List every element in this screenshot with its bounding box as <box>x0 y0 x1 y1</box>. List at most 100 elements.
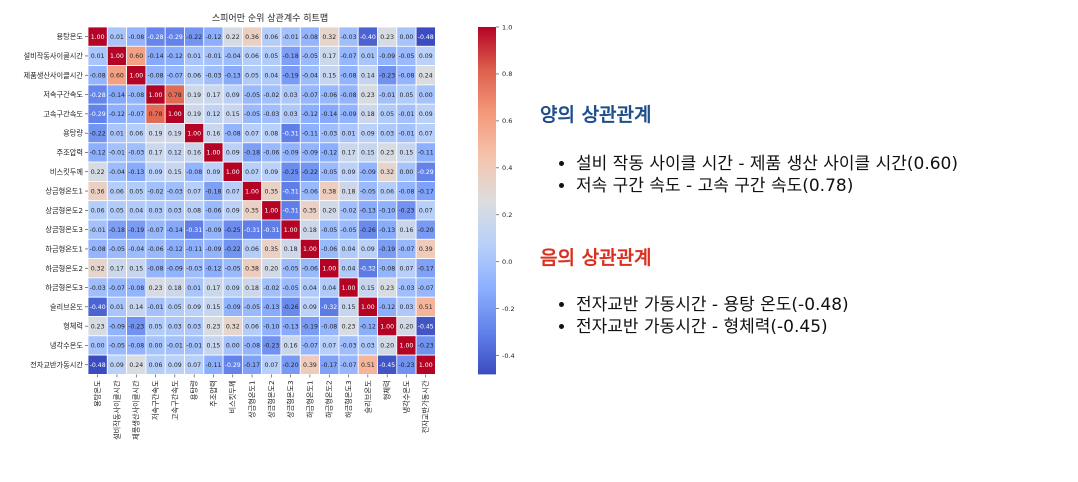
x-tick-label: 냉각수온도 <box>402 380 411 413</box>
cell-value-label: 0.06 <box>245 53 259 60</box>
x-tick-label: 슬리브온도 <box>363 380 372 413</box>
cell-value-label: 0.09 <box>361 130 375 137</box>
cell-value-label: 0.17 <box>322 53 336 60</box>
colorbar-tick-label: 0.8 <box>502 70 512 78</box>
cell-value-label: 0.03 <box>380 130 394 137</box>
cell-value-label: -0.08 <box>90 246 106 253</box>
list-item: 저속 구간 속도 - 고속 구간 속도(0.78) <box>576 175 1070 197</box>
cell-value-label: -0.31 <box>283 188 299 195</box>
y-tick-label: 상금형온도1 <box>45 187 83 196</box>
cell-value-label: 0.03 <box>400 304 414 311</box>
list-item: 전자교반 가동시간 - 형체력(-0.45) <box>576 316 1070 338</box>
cell-value-label: -0.09 <box>109 323 125 330</box>
cell-value-label: 0.01 <box>187 285 201 292</box>
cell-value-label: -0.23 <box>418 343 434 350</box>
cell-value-label: 0.39 <box>419 246 433 253</box>
cell-value-label: 0.51 <box>361 362 375 369</box>
cell-value-label: 1.00 <box>91 34 105 41</box>
cell-value-label: -0.13 <box>263 304 279 311</box>
cell-value-label: 0.06 <box>245 323 259 330</box>
cell-value-label: -0.19 <box>302 323 318 330</box>
cell-value-label: -0.12 <box>321 150 337 157</box>
cell-value-label: -0.23 <box>263 343 279 350</box>
cell-value-label: 0.06 <box>129 130 143 137</box>
cell-value-label: 0.08 <box>187 208 201 215</box>
colorbar-tick-label: 0.2 <box>502 211 512 219</box>
cell-value-label: -0.05 <box>283 285 299 292</box>
cell-value-label: -0.08 <box>398 188 414 195</box>
cell-value-label: -0.03 <box>186 265 202 272</box>
cell-value-label: -0.06 <box>148 246 164 253</box>
cell-value-label: 0.17 <box>207 92 221 99</box>
cell-value-label: -0.02 <box>341 208 357 215</box>
cell-value-label: -0.07 <box>302 92 318 99</box>
cell-value-label: 0.09 <box>419 111 433 118</box>
y-tick-label: 냉각수온도 <box>50 341 83 350</box>
cell-value-label: 0.09 <box>226 208 240 215</box>
cell-value-label: -0.09 <box>302 150 318 157</box>
cell-value-label: 0.16 <box>207 130 221 137</box>
cell-value-label: -0.09 <box>167 265 183 272</box>
cell-value-label: -0.32 <box>321 304 337 311</box>
cell-value-label: -0.23 <box>379 72 395 79</box>
cell-value-label: -0.05 <box>244 92 260 99</box>
cell-value-label: -0.06 <box>302 265 318 272</box>
cell-value-label: -0.08 <box>341 72 357 79</box>
cell-value-label: 0.17 <box>342 150 356 157</box>
cell-value-label: 0.00 <box>419 92 433 99</box>
cell-value-label: -0.09 <box>205 246 221 253</box>
cell-value-label: -0.28 <box>90 92 106 99</box>
positive-heading: 양의 상관관계 <box>540 104 652 126</box>
cell-value-label: -0.07 <box>398 246 414 253</box>
y-tick-label: 용탕량 <box>63 129 83 138</box>
cell-value-label: -0.05 <box>283 265 299 272</box>
x-tick-label: 주조압력 <box>209 380 218 406</box>
cell-value-label: -0.48 <box>418 34 434 41</box>
cell-value-label: 0.03 <box>149 208 163 215</box>
cell-value-label: -0.01 <box>90 227 106 234</box>
x-axis-labels: 용탕온도 설비작동사이클시간 제품생산사이클시간 저속구간속도 고속구간속도 용탕량 주조압… <box>93 374 430 440</box>
cell-value-label: 0.09 <box>168 362 182 369</box>
y-tick-label: 상금형온도3 <box>45 225 83 234</box>
cell-value-label: 0.04 <box>322 285 336 292</box>
cell-value-label: -0.13 <box>225 72 241 79</box>
cell-value-label: 0.09 <box>264 169 278 176</box>
cell-value-label: 0.06 <box>187 72 201 79</box>
cell-value-label: -0.20 <box>418 227 434 234</box>
cell-value-label: -0.08 <box>148 265 164 272</box>
cell-value-label: -0.29 <box>90 111 106 118</box>
cell-value-label: 0.78 <box>149 111 163 118</box>
cell-value-label: -0.06 <box>205 208 221 215</box>
cell-value-label: 0.09 <box>110 362 124 369</box>
cell-value-label: -0.14 <box>148 53 164 60</box>
cell-value-label: -0.31 <box>263 227 279 234</box>
cell-value-label: 1.00 <box>322 265 336 272</box>
cell-value-label: -0.05 <box>109 343 125 350</box>
y-tick-label: 설비작동사이클시간 <box>23 51 83 60</box>
y-axis-labels: 용탕온도설비작동사이클시간제품생산사이클시간저속구간속도고속구간속도용탕량주조압… <box>23 32 88 369</box>
negative-list: 전자교반 가동시간 - 용탕 온도(-0.48) 전자교반 가동시간 - 형체력… <box>540 294 1070 338</box>
cell-value-label: -0.17 <box>321 362 337 369</box>
cell-value-label: 0.01 <box>110 34 124 41</box>
cell-value-label: 1.00 <box>342 285 356 292</box>
cell-value-label: 1.00 <box>303 246 317 253</box>
cell-value-label: 0.19 <box>187 92 201 99</box>
cell-value-label: 1.00 <box>400 343 414 350</box>
cell-value-label: -0.07 <box>418 285 434 292</box>
cell-value-label: 0.05 <box>129 188 143 195</box>
y-tick-label: 형체력 <box>63 322 83 331</box>
cell-value-label: -0.32 <box>360 265 376 272</box>
cell-value-label: 0.16 <box>400 227 414 234</box>
cell-value-label: 0.08 <box>264 130 278 137</box>
cell-value-label: 1.00 <box>419 362 433 369</box>
cell-value-label: -0.01 <box>186 343 202 350</box>
cell-value-label: -0.12 <box>90 150 106 157</box>
x-tick-label: 하금형온도2 <box>325 380 334 418</box>
cell-value-label: 0.19 <box>149 130 163 137</box>
positive-section: 양의 상관관계 설비 작동 사이클 시간 - 제품 생산 사이클 시간(0.60… <box>540 100 1070 197</box>
cell-value-label: 0.18 <box>245 285 259 292</box>
cell-value-label: 0.12 <box>168 150 182 157</box>
cell-value-label: -0.03 <box>321 130 337 137</box>
cell-value-label: -0.12 <box>379 304 395 311</box>
cell-value-label: 0.20 <box>322 208 336 215</box>
